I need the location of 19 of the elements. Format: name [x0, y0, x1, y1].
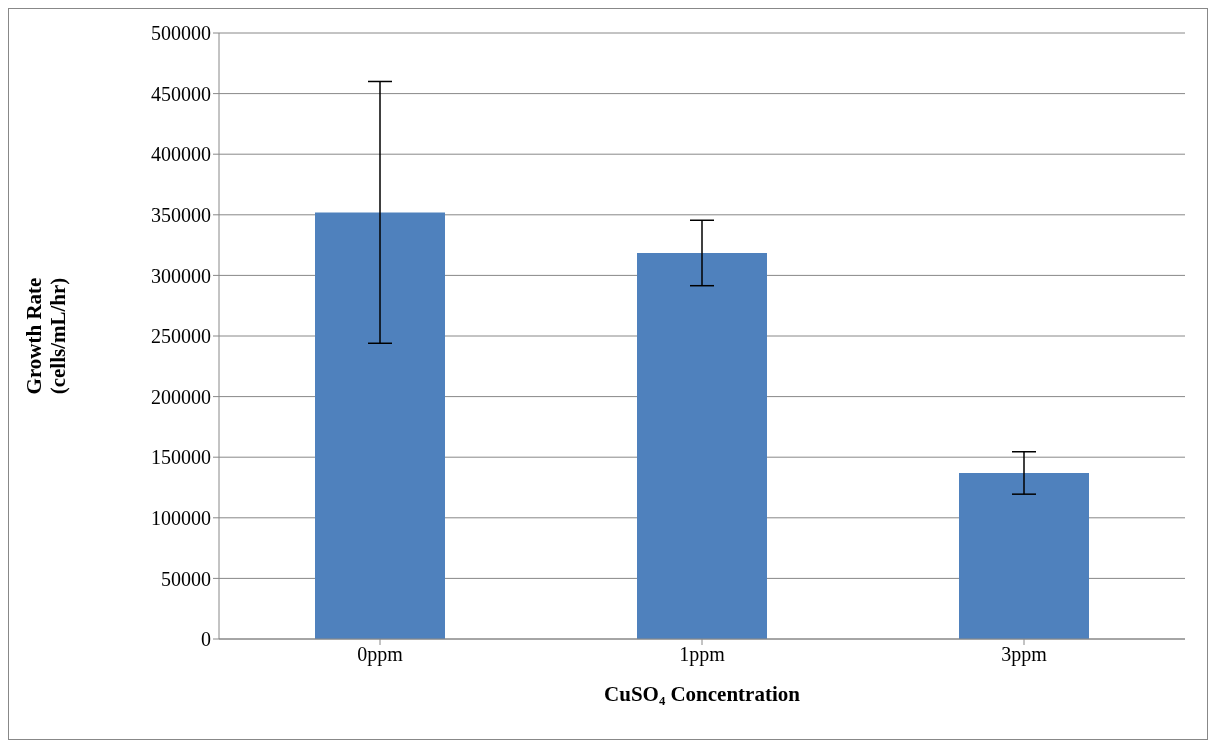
y-tick-label: 450000 [151, 82, 211, 105]
x-tick-label: 0ppm [357, 643, 404, 667]
y-tick-label: 300000 [151, 264, 211, 287]
bar [637, 252, 767, 639]
bar [959, 472, 1089, 639]
bar [315, 212, 445, 639]
y-tick-label: 150000 [151, 446, 211, 469]
y-tick-label: 400000 [151, 143, 211, 166]
y-axis-title: Growth Rate (cells/mL/hr) [22, 277, 70, 395]
x-tick-label: 1ppm [679, 643, 726, 667]
y-tick-label: 350000 [151, 203, 211, 226]
y-tick-label: 100000 [151, 506, 211, 529]
y-tick-label: 250000 [151, 325, 211, 348]
y-tick-label: 50000 [161, 567, 211, 590]
y-tick-label: 0 [201, 628, 211, 651]
y-tick-label: 500000 [151, 22, 211, 45]
x-tick-label: 3ppm [1001, 643, 1048, 667]
x-axis-title: CuSO₄ Concentration [604, 682, 801, 706]
y-tick-label: 200000 [151, 385, 211, 408]
